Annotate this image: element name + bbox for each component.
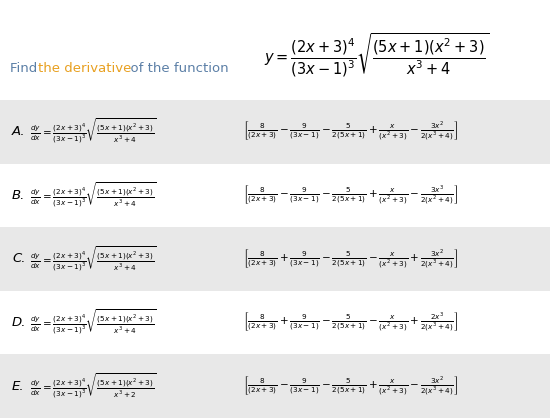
Text: $\frac{dy}{dx} = \frac{(2x+3)^4}{(3x-1)^3}\sqrt{\frac{(5x+1)(x^2+3)}{x^3+4}}$: $\frac{dy}{dx} = \frac{(2x+3)^4}{(3x-1)^… [30, 245, 157, 274]
Text: $\frac{dy}{dx} = \frac{(2x+3)^4}{(3x-1)^3}\sqrt{\frac{(5x+1)(x^2+3)}{x^3+4}}$: $\frac{dy}{dx} = \frac{(2x+3)^4}{(3x-1)^… [30, 181, 157, 210]
Text: Find: Find [10, 62, 41, 75]
FancyBboxPatch shape [0, 163, 550, 227]
Text: $y = \dfrac{(2x+3)^4}{(3x-1)^3}\sqrt{\dfrac{(5x+1)(x^2+3)}{x^3+4}}$: $y = \dfrac{(2x+3)^4}{(3x-1)^3}\sqrt{\df… [264, 31, 490, 79]
Text: $\left[\frac{8}{(2x+3)} - \frac{9}{(3x-1)} - \frac{5}{2(5x+1)} + \frac{x}{(x^2+3: $\left[\frac{8}{(2x+3)} - \frac{9}{(3x-1… [243, 184, 458, 207]
Text: B.: B. [12, 189, 25, 202]
Text: E.: E. [12, 380, 25, 393]
Text: $\frac{dy}{dx} = \frac{(2x+3)^4}{(3x-1)^3}\sqrt{\frac{(5x+1)(x^2+3)}{x^3+4}}$: $\frac{dy}{dx} = \frac{(2x+3)^4}{(3x-1)^… [30, 117, 157, 146]
Text: $\left[\frac{8}{(2x+3)} - \frac{9}{(3x-1)} - \frac{5}{2(5x+1)} + \frac{x}{(x^2+3: $\left[\frac{8}{(2x+3)} - \frac{9}{(3x-1… [243, 375, 458, 398]
Text: $\left[\frac{8}{(2x+3)} + \frac{9}{(3x-1)} - \frac{5}{2(5x+1)} - \frac{x}{(x^2+3: $\left[\frac{8}{(2x+3)} + \frac{9}{(3x-1… [243, 247, 458, 270]
Text: the derivative: the derivative [38, 62, 131, 75]
Text: D.: D. [12, 316, 26, 329]
FancyBboxPatch shape [0, 354, 550, 418]
Text: $\frac{dy}{dx} = \frac{(2x+3)^4}{(3x-1)^3}\sqrt{\frac{(5x+1)(x^2+3)}{x^3+4}}$: $\frac{dy}{dx} = \frac{(2x+3)^4}{(3x-1)^… [30, 308, 157, 337]
Text: $\frac{dy}{dx} = \frac{(2x+3)^4}{(3x-1)^3}\sqrt{\frac{(5x+1)(x^2+3)}{x^3+2}}$: $\frac{dy}{dx} = \frac{(2x+3)^4}{(3x-1)^… [30, 372, 157, 401]
Text: $\left[\frac{8}{(2x+3)} - \frac{9}{(3x-1)} - \frac{5}{2(5x+1)} + \frac{x}{(x^2+3: $\left[\frac{8}{(2x+3)} - \frac{9}{(3x-1… [243, 120, 458, 143]
Text: C.: C. [12, 252, 25, 265]
FancyBboxPatch shape [0, 291, 550, 354]
FancyBboxPatch shape [0, 227, 550, 291]
Text: of the function: of the function [122, 62, 229, 75]
Text: $\left[\frac{8}{(2x+3)} + \frac{9}{(3x-1)} - \frac{5}{2(5x+1)} - \frac{x}{(x^2+3: $\left[\frac{8}{(2x+3)} + \frac{9}{(3x-1… [243, 311, 458, 334]
FancyBboxPatch shape [0, 100, 550, 163]
Text: A.: A. [12, 125, 26, 138]
